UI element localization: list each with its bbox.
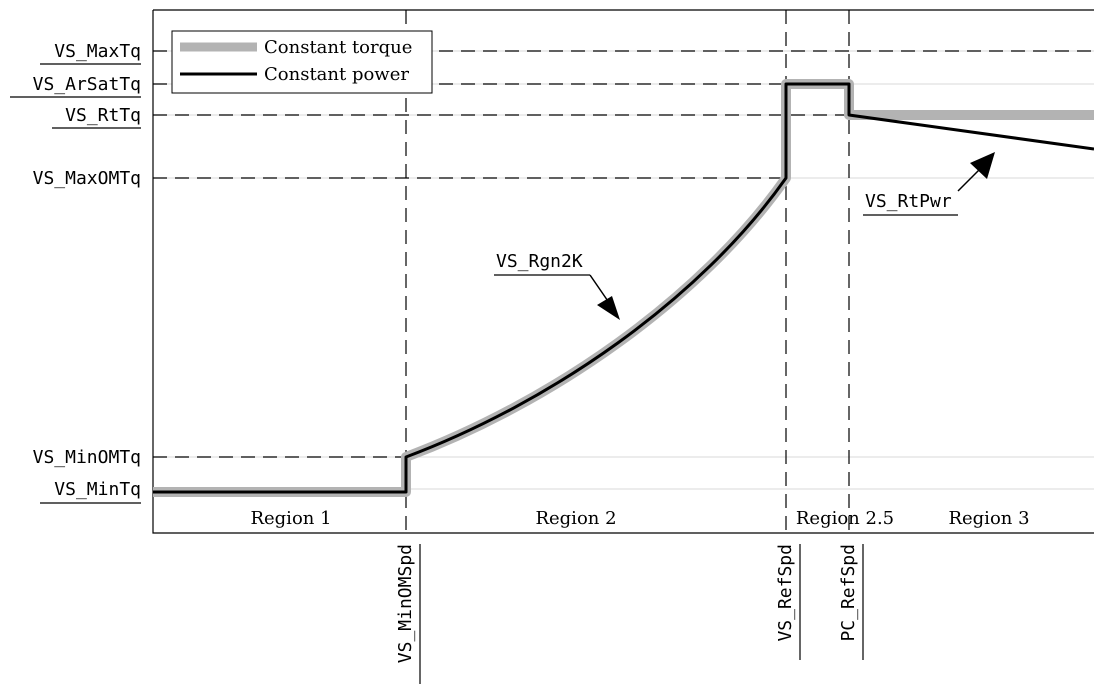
region-label-2: Region 2 xyxy=(535,508,616,529)
constant-torque-curve xyxy=(153,79,1094,497)
annotations: VS_Rgn2K VS_RtPwr xyxy=(494,152,995,320)
region-label-2-5: Region 2.5 xyxy=(796,508,894,529)
y-label-max-om-tq: VS_MaxOMTq xyxy=(33,168,141,189)
region-label-1: Region 1 xyxy=(250,508,331,529)
legend-label-constant-power: Constant power xyxy=(264,64,409,85)
y-label-min-om-tq: VS_MinOMTq xyxy=(33,447,141,468)
legend: Constant torque Constant power xyxy=(171,30,433,94)
x-label-ref-spd: VS_RefSpd xyxy=(775,544,796,642)
y-label-ar-sat-tq: VS_ArSatTq xyxy=(33,74,141,95)
annotation-rt-pwr: VS_RtPwr xyxy=(865,191,952,212)
y-label-rt-tq: VS_RtTq xyxy=(65,105,141,126)
legend-box xyxy=(171,30,433,94)
legend-label-constant-torque: Constant torque xyxy=(264,37,412,58)
y-label-max-tq: VS_MaxTq xyxy=(54,41,141,62)
x-label-pc-ref-spd: PC_RefSpd xyxy=(838,544,859,642)
axes-frame xyxy=(152,9,1094,534)
region-label-3: Region 3 xyxy=(948,508,1029,529)
constant-power-curve xyxy=(153,82,1094,494)
y-label-min-tq: VS_MinTq xyxy=(54,479,141,500)
annotation-rgn2k-arrow-head xyxy=(597,296,620,320)
x-axis-labels: VS_MinOMSpd VS_RefSpd PC_RefSpd xyxy=(395,544,864,684)
annotation-rt-pwr-arrow-head xyxy=(970,152,995,179)
x-label-min-om-spd: VS_MinOMSpd xyxy=(395,544,416,663)
region-labels: Region 1 Region 2 Region 2.5 Region 3 xyxy=(250,508,1029,529)
annotation-rgn2k: VS_Rgn2K xyxy=(496,251,583,272)
y-axis-labels: VS_MaxTq VS_ArSatTq VS_RtTq VS_MaxOMTq V… xyxy=(10,41,141,504)
